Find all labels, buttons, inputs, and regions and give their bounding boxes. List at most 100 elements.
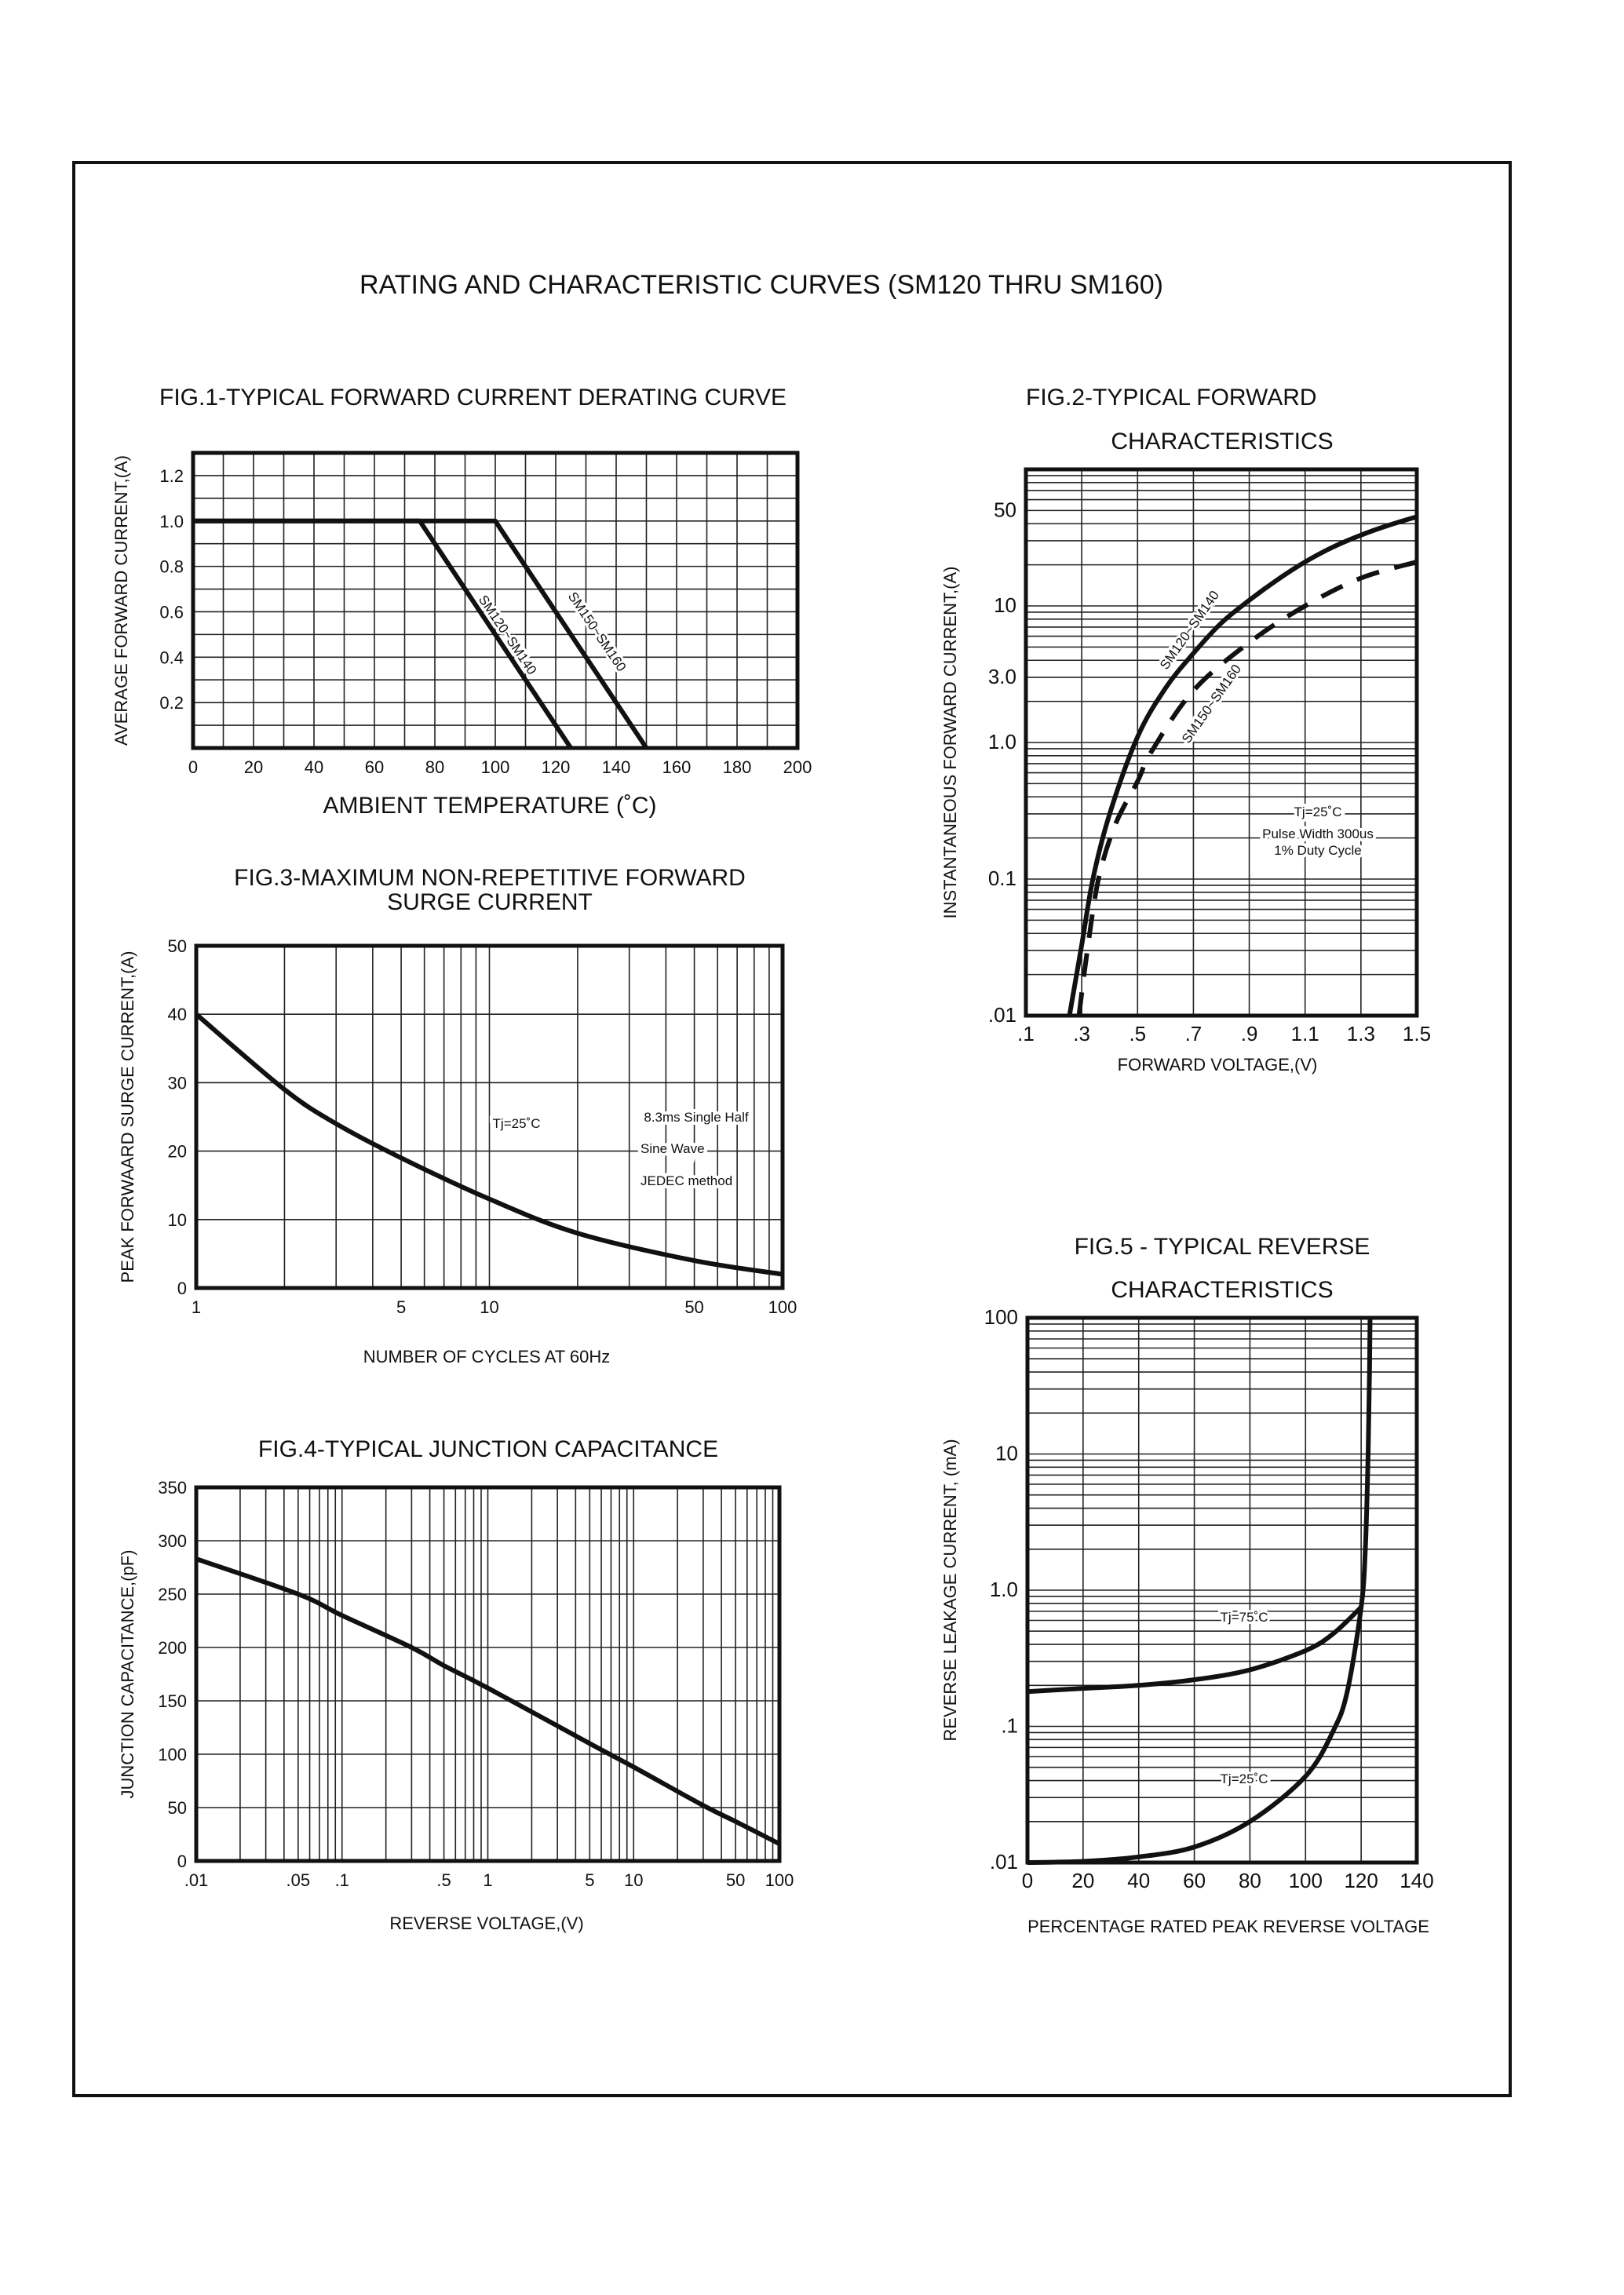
chart-annotation: Tj=25˚C [493, 1116, 541, 1131]
x-tick-label: 160 [662, 757, 692, 777]
y-tick-label: 1.0 [988, 730, 1016, 753]
chart-annotation: JEDEC method [640, 1173, 732, 1188]
series-label: SM150~SM160 [565, 589, 630, 674]
chart-fig5: Tj=75˚C Tj=25˚C 0 20 40 60 80 100 120 140 .01 .1 1.0… [940, 1234, 1434, 1936]
y-axis-label: INSTANTANEOUS FORWARD CURRENT,(A) [940, 567, 960, 919]
chart-title: CHARACTERISTICS [1111, 1277, 1333, 1303]
plot-frame [194, 1485, 782, 1863]
x-tick-label: 20 [1071, 1869, 1094, 1892]
series-label: Tj=25˚C [1221, 1771, 1268, 1786]
y-tick-label: 40 [168, 1005, 187, 1024]
y-tick-label: 3.0 [988, 665, 1016, 688]
chart-title: SURGE CURRENT [387, 889, 593, 915]
x-tick-label: 1 [483, 1870, 492, 1890]
chart-title: FIG.1-TYPICAL FORWARD CURRENT DERATING C… [159, 385, 786, 410]
x-tick-label: 1.1 [1291, 1022, 1319, 1045]
gridlines [193, 453, 797, 748]
x-tick-label: .05 [286, 1870, 311, 1890]
series-line-1 [1027, 1605, 1363, 1695]
y-tick-label: 10 [168, 1210, 187, 1230]
x-tick-label: 40 [1127, 1869, 1150, 1892]
gridlines [1026, 469, 1417, 1016]
series-line-2 [1027, 1317, 1373, 1865]
x-tick-label: 1.5 [1403, 1022, 1431, 1045]
x-tick-label: 0 [1022, 1869, 1033, 1892]
x-tick-label: 1.3 [1347, 1022, 1375, 1045]
x-tick-label: 100 [768, 1297, 797, 1317]
x-tick-label: .5 [1129, 1022, 1146, 1045]
chart-title: FIG.2-TYPICAL FORWARD [1026, 385, 1317, 410]
y-tick-label: 350 [158, 1478, 187, 1498]
chart-fig4: .01 .05 .1 .5 1 5 10 50 100 0 50 100 150 200 250 300 350… [118, 1436, 794, 1933]
x-tick-label: .9 [1241, 1022, 1258, 1045]
x-tick-label: .3 [1073, 1022, 1090, 1045]
y-axis-label: AVERAGE FORWARD CURRENT,(A) [111, 455, 131, 746]
chart-annotation: 8.3ms Single Half [644, 1110, 749, 1125]
x-tick-label: 60 [365, 757, 384, 777]
y-tick-label: 0.1 [988, 867, 1016, 890]
x-tick-label: 20 [244, 757, 263, 777]
series-line-1 [195, 1556, 781, 1846]
chart-annotation: 1% Duty Cycle [1274, 843, 1361, 858]
y-axis-label: PEAK FORWAARD SURGE CURRENT,(A) [118, 951, 137, 1283]
y-tick-label: 0 [177, 1279, 187, 1298]
chart-fig3: 1 5 10 50 100 0 10 20 30 40 50 FIG.3-MAXIMUM NON-RE… [118, 865, 797, 1366]
series-line-2 [1076, 560, 1418, 1016]
x-axis-label: AMBIENT TEMPERATURE (˚C) [323, 793, 656, 819]
y-tick-label: 0 [177, 1852, 187, 1871]
x-tick-label: 10 [480, 1297, 498, 1317]
y-tick-label: 20 [168, 1142, 187, 1162]
y-tick-label: 30 [168, 1073, 187, 1093]
x-axis-label: NUMBER OF CYCLES AT 60Hz [363, 1347, 611, 1366]
x-tick-label: 5 [585, 1870, 594, 1890]
y-tick-label: 1.0 [990, 1578, 1018, 1601]
y-tick-label: 10 [994, 593, 1016, 617]
x-tick-label: 0 [188, 757, 198, 777]
y-axis-label: REVERSE LEAKAGE CURRENT, (mA) [940, 1439, 960, 1741]
y-tick-label: 0.2 [159, 693, 184, 713]
y-tick-label: 100 [158, 1745, 187, 1764]
x-axis-label: FORWARD VOLTAGE,(V) [1118, 1055, 1318, 1075]
y-tick-label: 150 [158, 1691, 187, 1711]
gridlines [196, 1487, 779, 1861]
x-tick-label: 50 [726, 1870, 745, 1890]
y-tick-label: 10 [995, 1442, 1018, 1465]
x-tick-label: 5 [396, 1297, 406, 1317]
page-border [72, 161, 1512, 2097]
x-tick-label: 50 [684, 1297, 703, 1317]
plot-frame [194, 943, 785, 1290]
plot-frame [1025, 1315, 1419, 1865]
x-tick-label: 180 [723, 757, 752, 777]
y-tick-label: 50 [168, 1798, 187, 1818]
y-tick-label: 100 [984, 1305, 1018, 1329]
x-tick-label: 80 [1239, 1869, 1261, 1892]
series-label: Tj=75˚C [1221, 1610, 1268, 1625]
x-tick-label: 140 [602, 757, 631, 777]
y-tick-label: 50 [994, 498, 1016, 521]
x-tick-label: .1 [335, 1870, 349, 1890]
gridlines [1027, 1318, 1417, 1863]
chart-annotation: Sine Wave [640, 1141, 705, 1156]
y-tick-label: 0.6 [159, 602, 184, 622]
x-tick-label: 1 [192, 1297, 201, 1317]
page-title: RATING AND CHARACTERISTIC CURVES (SM120 … [359, 270, 1163, 300]
y-tick-label: 200 [158, 1638, 187, 1658]
y-tick-label: .01 [988, 1003, 1016, 1027]
x-tick-label: .7 [1185, 1022, 1202, 1045]
chart-title: CHARACTERISTICS [1111, 429, 1333, 454]
y-tick-label: 0.4 [159, 648, 184, 667]
chart-title: FIG.3-MAXIMUM NON-REPETITIVE FORWARD [234, 865, 746, 891]
plot-frame [1024, 467, 1419, 1018]
chart-title: FIG.5 - TYPICAL REVERSE [1075, 1234, 1370, 1260]
y-tick-label: 1.2 [159, 466, 184, 486]
y-axis-label: JUNCTION CAPACITANCE,(pF) [118, 1550, 137, 1799]
y-tick-label: 0.8 [159, 557, 184, 577]
plot-frame [191, 451, 800, 750]
series-line-1 [1067, 514, 1418, 1016]
x-tick-label: 140 [1400, 1869, 1433, 1892]
series-line-1 [195, 1012, 783, 1277]
